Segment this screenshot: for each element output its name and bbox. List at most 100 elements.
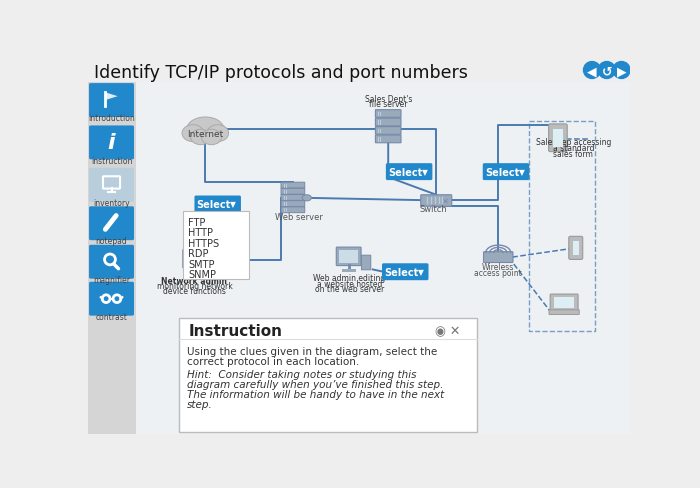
Text: The information will be handy to have in the next: The information will be handy to have in… — [187, 389, 444, 399]
Text: i: i — [108, 133, 116, 153]
Ellipse shape — [202, 130, 222, 145]
FancyBboxPatch shape — [183, 211, 248, 279]
Text: Sales rep accessing: Sales rep accessing — [536, 138, 611, 146]
FancyBboxPatch shape — [336, 247, 361, 266]
FancyBboxPatch shape — [179, 318, 477, 432]
Text: file server: file server — [369, 100, 407, 109]
FancyBboxPatch shape — [89, 245, 134, 279]
FancyBboxPatch shape — [208, 258, 217, 273]
FancyBboxPatch shape — [88, 83, 136, 434]
FancyBboxPatch shape — [361, 256, 371, 270]
Text: Sales Dept's: Sales Dept's — [365, 95, 412, 103]
Text: ▼: ▼ — [421, 168, 428, 177]
Text: Web server: Web server — [275, 213, 323, 222]
FancyBboxPatch shape — [569, 237, 582, 260]
Circle shape — [598, 62, 615, 80]
Text: diagram carefully when you’ve finished this step.: diagram carefully when you’ve finished t… — [187, 379, 443, 389]
Text: HTTP: HTTP — [188, 228, 214, 238]
Ellipse shape — [190, 130, 211, 145]
FancyBboxPatch shape — [550, 294, 578, 311]
FancyBboxPatch shape — [375, 136, 401, 143]
FancyBboxPatch shape — [189, 272, 203, 274]
Text: step.: step. — [187, 399, 213, 409]
FancyBboxPatch shape — [136, 83, 630, 434]
FancyBboxPatch shape — [281, 195, 304, 201]
FancyBboxPatch shape — [573, 242, 579, 255]
FancyBboxPatch shape — [375, 127, 401, 135]
Text: ▼: ▼ — [230, 200, 236, 209]
Text: monitoring network: monitoring network — [157, 282, 232, 290]
Text: device functions: device functions — [163, 287, 226, 296]
FancyBboxPatch shape — [549, 310, 579, 315]
Text: a website hosted: a website hosted — [317, 279, 382, 288]
Text: ▼: ▼ — [418, 268, 424, 277]
FancyBboxPatch shape — [421, 195, 452, 207]
Text: magnifier: magnifier — [93, 275, 130, 285]
Text: Select: Select — [485, 167, 519, 177]
Text: ✕: ✕ — [442, 196, 449, 205]
Text: ◀: ◀ — [587, 65, 597, 78]
FancyBboxPatch shape — [281, 183, 304, 189]
Text: Using the clues given in the diagram, select the: Using the clues given in the diagram, se… — [187, 346, 437, 356]
FancyBboxPatch shape — [375, 119, 401, 126]
Text: RDP: RDP — [188, 249, 209, 259]
FancyBboxPatch shape — [89, 126, 134, 160]
Text: ↺: ↺ — [601, 65, 612, 78]
FancyBboxPatch shape — [552, 129, 564, 148]
Text: notepad: notepad — [96, 237, 127, 246]
FancyBboxPatch shape — [281, 189, 304, 195]
Text: Select: Select — [384, 267, 419, 277]
Text: Select: Select — [197, 200, 231, 209]
FancyBboxPatch shape — [342, 270, 356, 272]
FancyBboxPatch shape — [89, 282, 134, 316]
Text: contrast: contrast — [96, 312, 127, 321]
Text: Instruction: Instruction — [188, 323, 282, 338]
FancyBboxPatch shape — [484, 252, 513, 263]
Text: correct protocol in each location.: correct protocol in each location. — [187, 356, 359, 366]
Circle shape — [613, 62, 630, 80]
Text: instruction: instruction — [91, 156, 132, 165]
Circle shape — [584, 62, 601, 80]
FancyBboxPatch shape — [375, 110, 401, 118]
FancyBboxPatch shape — [89, 168, 134, 202]
Text: Identify TCP/IP protocols and port numbers: Identify TCP/IP protocols and port numbe… — [94, 63, 468, 81]
Ellipse shape — [187, 118, 224, 142]
FancyBboxPatch shape — [549, 124, 567, 152]
FancyBboxPatch shape — [554, 298, 574, 308]
Text: Select: Select — [388, 167, 422, 177]
FancyBboxPatch shape — [89, 84, 134, 118]
FancyBboxPatch shape — [195, 196, 241, 213]
FancyBboxPatch shape — [281, 201, 304, 207]
Text: on the web server: on the web server — [315, 285, 384, 293]
Text: introduction: introduction — [88, 114, 135, 123]
FancyBboxPatch shape — [89, 207, 134, 241]
Text: Wireless: Wireless — [482, 263, 514, 272]
Text: access point: access point — [475, 268, 522, 277]
Text: ◉ ✕: ◉ ✕ — [435, 324, 461, 337]
Text: ▶: ▶ — [617, 65, 626, 78]
FancyBboxPatch shape — [382, 264, 428, 281]
FancyBboxPatch shape — [186, 253, 204, 265]
Text: Internet: Internet — [187, 130, 223, 139]
Text: Switch: Switch — [419, 204, 447, 213]
FancyBboxPatch shape — [183, 250, 208, 268]
Text: FTP: FTP — [188, 218, 206, 227]
Text: SMTP: SMTP — [188, 259, 215, 269]
FancyBboxPatch shape — [103, 177, 120, 189]
Text: a standard: a standard — [553, 144, 594, 153]
Polygon shape — [105, 93, 118, 101]
Text: Network admin: Network admin — [162, 276, 228, 285]
FancyBboxPatch shape — [386, 164, 433, 181]
FancyBboxPatch shape — [281, 207, 304, 213]
Text: sales form: sales form — [554, 150, 594, 159]
Ellipse shape — [182, 125, 204, 142]
Text: Web admin editing: Web admin editing — [314, 274, 386, 283]
FancyBboxPatch shape — [340, 251, 358, 263]
Text: ▼: ▼ — [519, 168, 524, 177]
Ellipse shape — [302, 195, 312, 202]
FancyBboxPatch shape — [483, 164, 529, 181]
Text: HTTPS: HTTPS — [188, 238, 219, 248]
Ellipse shape — [207, 125, 228, 142]
Text: Hint:  Consider taking notes or studying this: Hint: Consider taking notes or studying … — [187, 369, 416, 379]
Text: SNMP: SNMP — [188, 269, 216, 280]
